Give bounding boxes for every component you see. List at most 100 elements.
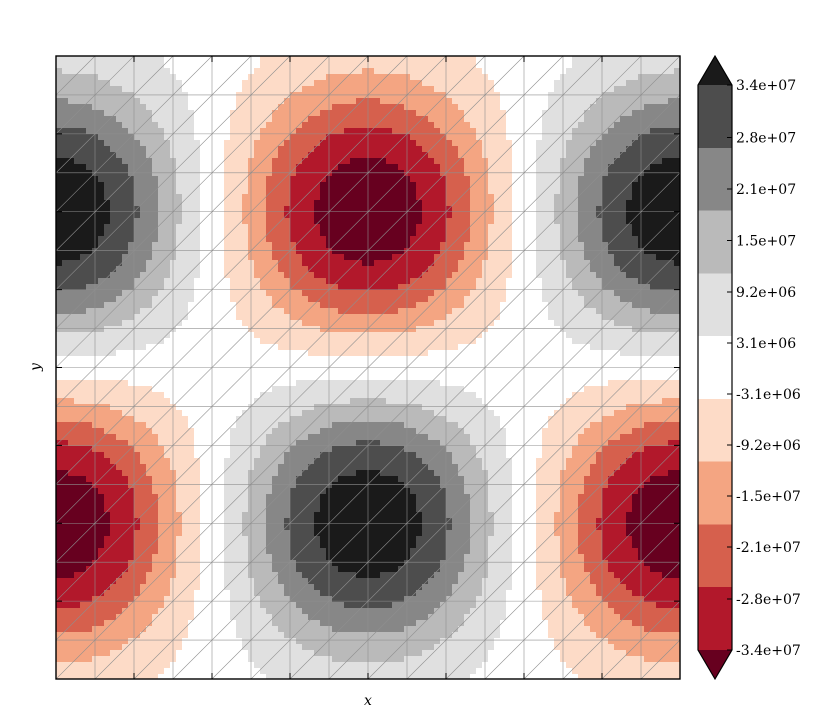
contour-cell	[206, 134, 213, 141]
contour-cell	[386, 170, 393, 177]
contour-cell	[242, 128, 249, 135]
contour-cell	[458, 236, 465, 243]
contour-cell	[104, 110, 111, 117]
contour-cell	[416, 314, 423, 321]
contour-cell	[608, 128, 615, 135]
contour-cell	[344, 146, 351, 153]
contour-cell	[200, 200, 207, 207]
contour-cell	[344, 236, 351, 243]
contour-cell	[542, 116, 549, 123]
contour-cell	[290, 170, 297, 177]
contour-cell	[74, 194, 81, 201]
contour-cell	[470, 218, 477, 225]
contour-cell	[632, 110, 639, 117]
contour-cell	[446, 164, 453, 171]
contour-cell	[674, 284, 680, 291]
contour-cell	[614, 260, 621, 267]
contour-cell	[602, 230, 609, 237]
contour-cell	[350, 74, 357, 81]
contour-cell	[470, 68, 477, 75]
contour-cell	[368, 224, 375, 231]
contour-cell	[566, 320, 573, 327]
contour-cell	[182, 320, 189, 327]
contour-cell	[554, 332, 561, 339]
contour-cell	[146, 56, 153, 63]
contour-cell	[410, 146, 417, 153]
contour-cell	[74, 140, 81, 147]
contour-cell	[74, 302, 81, 309]
contour-cell	[272, 320, 279, 327]
contour-cell	[224, 86, 231, 93]
contour-cell	[668, 230, 675, 237]
contour-cell	[596, 332, 603, 339]
contour-cell	[554, 296, 561, 303]
contour-cell	[176, 260, 183, 267]
contour-cell	[110, 80, 117, 87]
contour-cell	[278, 206, 285, 213]
contour-cell	[86, 200, 93, 207]
contour-cell	[416, 242, 423, 249]
contour-cell	[254, 254, 261, 261]
contour-cell	[74, 284, 81, 291]
contour-cell	[452, 302, 459, 309]
contour-cell	[350, 326, 357, 333]
contour-cell	[332, 260, 339, 267]
contour-cell	[338, 98, 345, 105]
contour-cell	[662, 248, 669, 255]
contour-cell	[92, 296, 99, 303]
contour-cell	[320, 200, 327, 207]
contour-cell	[596, 74, 603, 81]
contour-cell	[464, 188, 471, 195]
contour-cell	[578, 158, 585, 165]
contour-cell	[410, 272, 417, 279]
contour-cell	[464, 104, 471, 111]
contour-cell	[218, 206, 225, 213]
contour-cell	[632, 158, 639, 165]
contour-cell	[104, 248, 111, 255]
contour-cell	[188, 116, 195, 123]
contour-cell	[608, 224, 615, 231]
contour-cell	[188, 290, 195, 297]
contour-cell	[446, 152, 453, 159]
contour-cell	[56, 140, 63, 147]
contour-cell	[548, 116, 555, 123]
contour-cell	[344, 128, 351, 135]
contour-cell	[266, 116, 273, 123]
contour-cell	[464, 266, 471, 273]
contour-cell	[446, 320, 453, 327]
contour-cell	[494, 146, 501, 153]
contour-cell	[80, 56, 87, 63]
contour-cell	[656, 74, 663, 81]
contour-cell	[332, 284, 339, 291]
contour-cell	[182, 242, 189, 249]
contour-cell	[416, 128, 423, 135]
contour-cell	[632, 92, 639, 99]
contour-cell	[476, 158, 483, 165]
contour-cell	[416, 164, 423, 171]
contour-cell	[314, 164, 321, 171]
contour-cell	[200, 206, 207, 213]
contour-cell	[530, 188, 537, 195]
contour-cell	[86, 152, 93, 159]
contour-cell	[290, 98, 297, 105]
contour-cell	[596, 308, 603, 315]
contour-cell	[614, 338, 621, 345]
contour-cell	[578, 98, 585, 105]
contour-cell	[446, 116, 453, 123]
contour-cell	[518, 236, 525, 243]
contour-cell	[614, 176, 621, 183]
contour-cell	[80, 194, 87, 201]
contour-cell	[434, 266, 441, 273]
contour-cell	[356, 302, 363, 309]
contour-cell	[650, 116, 657, 123]
contour-cell	[512, 308, 519, 315]
contour-cell	[476, 134, 483, 141]
contour-cell	[122, 224, 129, 231]
contour-cell	[302, 80, 309, 87]
contour-cell	[668, 260, 675, 267]
contour-cell	[68, 212, 75, 219]
contour-cell	[152, 164, 159, 171]
contour-cell	[398, 98, 405, 105]
contour-cell	[374, 266, 381, 273]
contour-cell	[530, 176, 537, 183]
